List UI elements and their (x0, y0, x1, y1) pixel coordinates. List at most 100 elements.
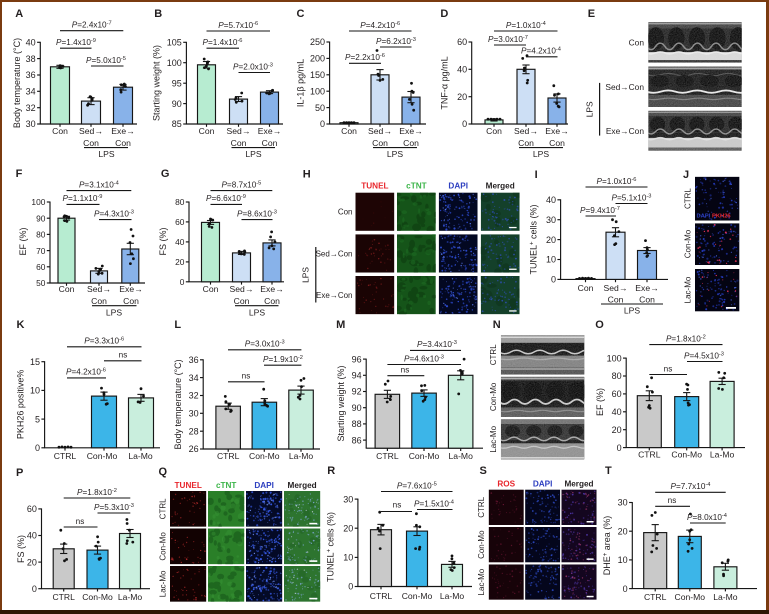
svg-text:Exe→: Exe→ (635, 283, 658, 293)
svg-text:Exe→: Exe→ (111, 126, 134, 136)
svg-text:70: 70 (36, 246, 46, 256)
svg-text:F: F (16, 168, 23, 180)
svg-text:38: 38 (26, 54, 36, 64)
svg-text:CTRL: CTRL (644, 592, 667, 602)
svg-text:CTRL: CTRL (159, 498, 168, 519)
svg-text:TUNEL+ cells (%): TUNEL+ cells (%) (529, 204, 539, 274)
svg-text:La-Mo: La-Mo (128, 451, 153, 461)
svg-text:P=4.5x10-3: P=4.5x10-3 (684, 351, 724, 360)
svg-text:TUNEL: TUNEL (175, 481, 202, 490)
svg-text:P=1.8x10-2: P=1.8x10-2 (666, 334, 706, 343)
svg-text:40: 40 (612, 407, 622, 417)
svg-text:DAPI: DAPI (254, 481, 274, 490)
svg-text:M: M (336, 319, 345, 331)
svg-text:LPS: LPS (301, 267, 311, 283)
svg-text:90: 90 (172, 99, 182, 109)
svg-text:Con: Con (234, 296, 250, 306)
svg-text:P=7.7x10-4: P=7.7x10-4 (671, 482, 711, 491)
svg-text:30: 30 (343, 494, 353, 504)
svg-text:32: 32 (189, 391, 199, 401)
svg-text:P=4.3x10-3: P=4.3x10-3 (94, 209, 134, 218)
svg-text:Body temperature (°C): Body temperature (°C) (12, 38, 22, 128)
svg-text:Con: Con (639, 294, 655, 304)
svg-text:ns: ns (119, 351, 128, 360)
svg-text:88: 88 (352, 419, 362, 429)
svg-text:90: 90 (352, 403, 362, 413)
svg-text:LPS: LPS (249, 307, 266, 317)
svg-text:P=9.4x10-7: P=9.4x10-7 (580, 206, 620, 215)
svg-text:LPS: LPS (585, 101, 595, 117)
svg-text:CTRL: CTRL (489, 344, 498, 365)
svg-text:60: 60 (612, 389, 622, 399)
svg-text:P: P (16, 467, 23, 479)
svg-text:TUNEL+ cells (%): TUNEL+ cells (%) (326, 512, 336, 582)
svg-text:100: 100 (167, 58, 182, 68)
svg-text:P=5.3x10-3: P=5.3x10-3 (94, 503, 134, 512)
svg-text:92: 92 (352, 387, 362, 397)
svg-text:D: D (440, 8, 448, 20)
svg-text:Con-Mo: Con-Mo (477, 530, 486, 559)
svg-text:P=2.0x10-3: P=2.0x10-3 (233, 62, 273, 71)
svg-text:ns: ns (76, 517, 85, 526)
svg-text:P=1.4x10-9: P=1.4x10-9 (56, 38, 96, 47)
svg-text:Con: Con (123, 296, 139, 306)
svg-text:60: 60 (36, 262, 46, 272)
svg-text:26: 26 (189, 444, 199, 454)
svg-text:Con: Con (578, 283, 594, 293)
svg-text:P=1.4x10-6: P=1.4x10-6 (203, 38, 243, 47)
svg-text:Con-Mo: Con-Mo (82, 592, 113, 602)
svg-text:N: N (493, 319, 501, 331)
svg-text:L: L (174, 319, 181, 331)
svg-text:86: 86 (352, 435, 362, 445)
svg-text:Con: Con (518, 138, 534, 148)
svg-text:P=5.7x10-6: P=5.7x10-6 (218, 21, 258, 30)
svg-text:Sed→: Sed→ (227, 126, 251, 136)
svg-text:cTNT: cTNT (406, 182, 426, 191)
svg-text:Con-Mo: Con-Mo (249, 451, 280, 461)
svg-text:P=5.0x10-5: P=5.0x10-5 (86, 56, 126, 65)
svg-text:P=3.4x10-3: P=3.4x10-3 (417, 340, 457, 349)
svg-text:0: 0 (617, 443, 622, 453)
svg-text:60: 60 (27, 504, 37, 514)
svg-text:I: I (535, 169, 538, 181)
svg-text:La-Mo: La-Mo (713, 592, 738, 602)
svg-text:30: 30 (189, 409, 199, 419)
svg-text:80: 80 (612, 371, 622, 381)
svg-text:K: K (17, 319, 25, 331)
svg-text:20: 20 (546, 235, 556, 245)
svg-text:FS (%): FS (%) (158, 227, 168, 255)
svg-text:ns: ns (393, 501, 402, 510)
svg-text:CTRL: CTRL (52, 592, 75, 602)
svg-text:30: 30 (26, 119, 36, 129)
svg-text:P=3.0x10-3: P=3.0x10-3 (245, 340, 285, 349)
svg-text:Con-Mo: Con-Mo (159, 532, 168, 561)
svg-text:0: 0 (348, 582, 353, 592)
svg-text:Con: Con (231, 138, 247, 148)
svg-text:10: 10 (546, 255, 556, 265)
svg-text:Q: Q (159, 466, 168, 478)
svg-text:60: 60 (175, 217, 185, 227)
svg-text:20: 20 (612, 425, 622, 435)
svg-text:cTNT: cTNT (216, 481, 236, 490)
svg-text:0: 0 (623, 584, 628, 594)
svg-text:40: 40 (27, 531, 37, 541)
svg-text:40: 40 (175, 237, 185, 247)
svg-text:Con: Con (91, 296, 107, 306)
svg-text:5: 5 (35, 414, 40, 424)
svg-text:0: 0 (462, 119, 467, 129)
svg-text:30: 30 (546, 215, 556, 225)
svg-text:ROS: ROS (497, 480, 515, 489)
svg-text:LPS: LPS (98, 149, 115, 159)
svg-text:0: 0 (35, 443, 40, 453)
svg-text:0: 0 (180, 277, 185, 287)
svg-text:Sed→: Sed→ (368, 126, 392, 136)
svg-text:A: A (15, 8, 23, 20)
svg-text:Con: Con (341, 126, 357, 136)
svg-text:EF (%): EF (%) (18, 227, 28, 255)
svg-text:15: 15 (30, 357, 40, 367)
svg-text:P=4.2x10-6: P=4.2x10-6 (66, 368, 106, 377)
svg-text:Con: Con (199, 126, 215, 136)
svg-text:20: 20 (618, 526, 628, 536)
svg-text:Con-Mo: Con-Mo (683, 229, 692, 258)
svg-text:Con: Con (629, 38, 645, 48)
